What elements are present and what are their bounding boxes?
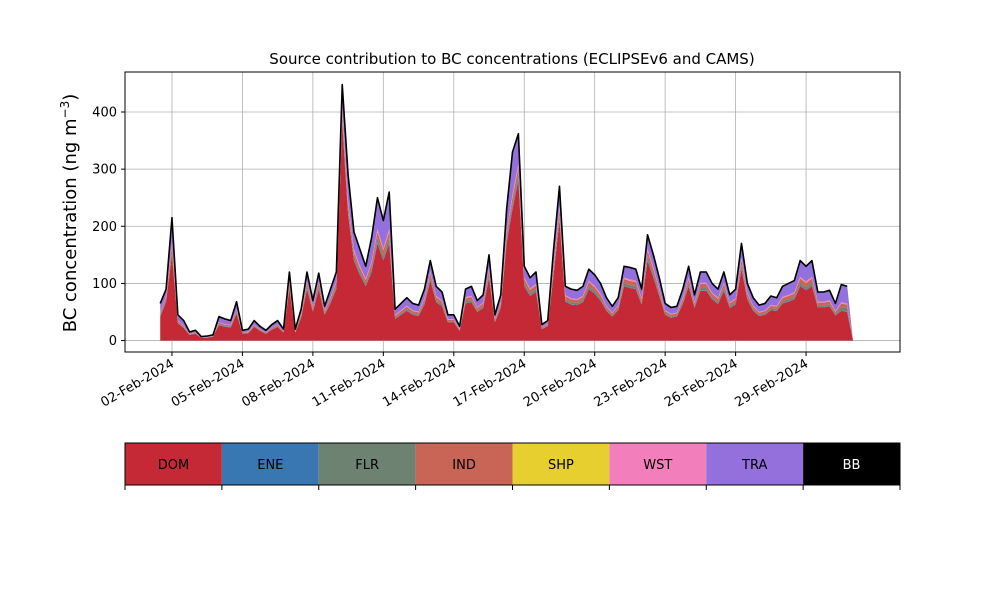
legend-swatch-ind bbox=[415, 443, 513, 485]
legend-label-ind: IND bbox=[452, 458, 476, 473]
plot-area: 0 100 200 300 400 02-Feb-202405-Feb-202408-Fe… bbox=[92, 71, 901, 410]
legend-swatch-flr bbox=[318, 443, 416, 485]
x-tick-label: 17-Feb-2024 bbox=[451, 356, 530, 410]
x-tick-label: 05-Feb-2024 bbox=[169, 356, 248, 410]
x-tick-label: 02-Feb-2024 bbox=[98, 356, 177, 410]
x-tick-label: 20-Feb-2024 bbox=[521, 356, 600, 410]
x-tick-label: 11-Feb-2024 bbox=[310, 356, 389, 410]
legend-label-wst: WST bbox=[643, 458, 672, 473]
x-tick-label: 14-Feb-2024 bbox=[380, 356, 459, 410]
y-axis-label-close: ) bbox=[60, 94, 81, 101]
legend-swatch-dom bbox=[125, 443, 222, 485]
y-axis-label: BC concentration (ng m−3) bbox=[58, 94, 81, 333]
legend-swatch-tra bbox=[706, 443, 804, 485]
legend-label-tra: TRA bbox=[741, 458, 767, 473]
y-tick-label: 200 bbox=[92, 220, 117, 235]
legend-label-dom: DOM bbox=[158, 458, 189, 473]
x-tick-label: 26-Feb-2024 bbox=[662, 356, 741, 410]
y-axis-label-sup: −3 bbox=[58, 101, 72, 119]
legend-swatch-ene bbox=[221, 443, 319, 485]
y-tick-label: 400 bbox=[92, 106, 117, 121]
legend-swatch-shp bbox=[512, 443, 610, 485]
area-dom bbox=[160, 123, 859, 341]
legend-label-bb: BB bbox=[843, 458, 861, 473]
stacked-areas bbox=[160, 84, 859, 341]
total-line bbox=[159, 83, 848, 338]
legend-label-shp: SHP bbox=[548, 458, 574, 473]
axes-frame bbox=[124, 71, 901, 353]
y-tick-label: 0 bbox=[109, 334, 117, 349]
y-tick-label: 100 bbox=[92, 277, 117, 292]
legend-label-ene: ENE bbox=[257, 458, 283, 473]
legend-swatch-wst bbox=[609, 443, 707, 485]
legend-swatch-bb bbox=[803, 443, 900, 485]
x-tick-label: 29-Feb-2024 bbox=[733, 356, 812, 410]
chart-title: Source contribution to BC concentrations… bbox=[269, 50, 754, 68]
legend-label-flr: FLR bbox=[355, 458, 379, 473]
y-tick-label: 300 bbox=[92, 163, 117, 178]
x-tick-label: 08-Feb-2024 bbox=[239, 356, 318, 410]
x-tick-label: 23-Feb-2024 bbox=[592, 356, 671, 410]
legend-colorbar: DOM ENE FLR IND SHP WST TRA BB bbox=[124, 442, 901, 490]
y-axis-label-main: BC concentration (ng m bbox=[60, 118, 81, 332]
